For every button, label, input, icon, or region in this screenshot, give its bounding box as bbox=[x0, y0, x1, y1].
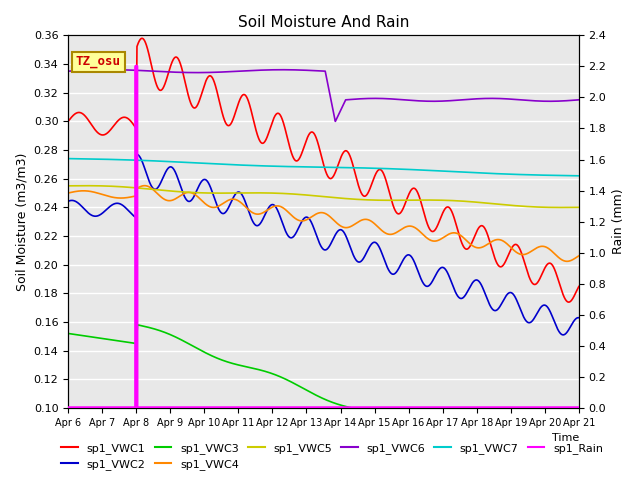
Legend: sp1_VWC1, sp1_VWC2, sp1_VWC3, sp1_VWC4, sp1_VWC5, sp1_VWC6, sp1_VWC7, sp1_Rain: sp1_VWC1, sp1_VWC2, sp1_VWC3, sp1_VWC4, … bbox=[57, 438, 607, 474]
Y-axis label: Soil Moisture (m3/m3): Soil Moisture (m3/m3) bbox=[15, 153, 28, 291]
X-axis label: Time: Time bbox=[552, 433, 579, 443]
Title: Soil Moisture And Rain: Soil Moisture And Rain bbox=[238, 15, 409, 30]
Y-axis label: Rain (mm): Rain (mm) bbox=[612, 189, 625, 254]
Text: TZ_osu: TZ_osu bbox=[76, 56, 121, 69]
